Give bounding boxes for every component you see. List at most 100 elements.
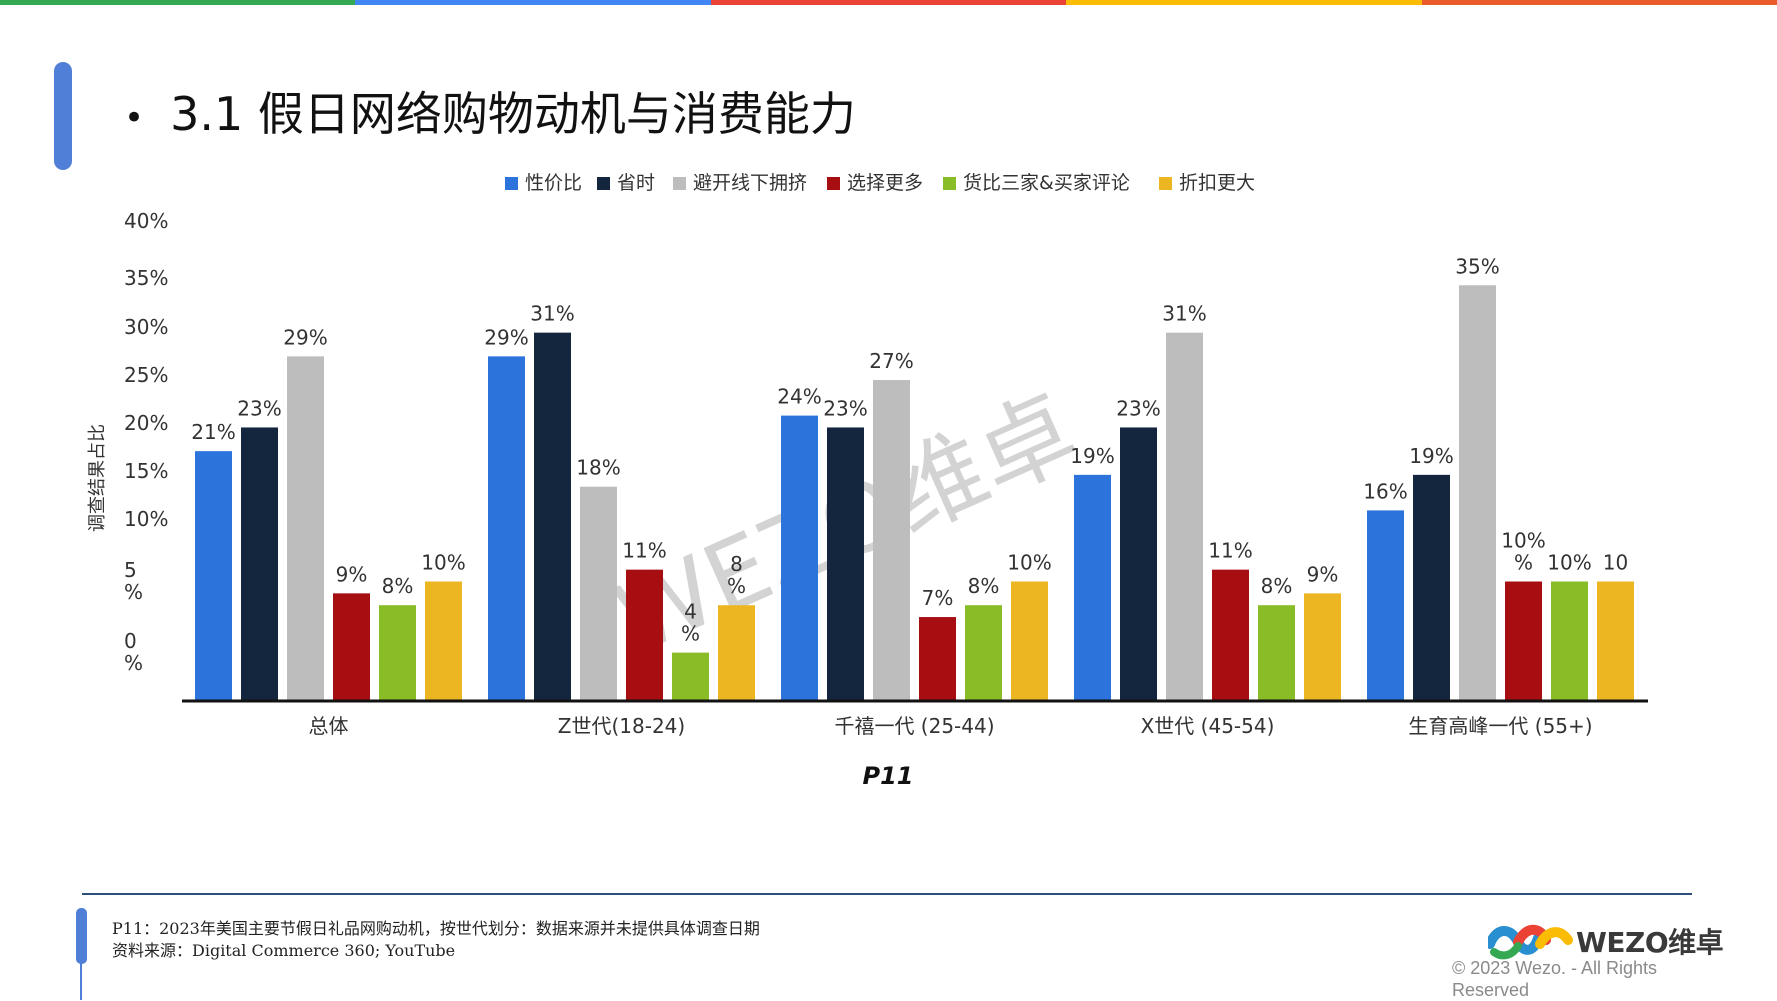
data-label: 8% [1261,574,1293,598]
top-color-bar [0,0,1777,5]
data-label: 23% [1116,396,1160,420]
x-category-label: 总体 [309,714,349,738]
title-accent-bar [54,62,72,170]
data-label: 10% [1547,551,1591,575]
chart-footnote: P11：2023年美国主要节假日礼品网购动机，按世代划分：数据来源并未提供具体调… [112,919,760,938]
bar [827,427,864,700]
page-title: • 3.1 假日网络购物动机与消费能力 [124,78,856,144]
bar [1505,581,1542,700]
data-label: 18% [576,456,620,480]
bar [425,581,462,700]
bar [1367,510,1404,700]
bar [488,356,525,700]
data-label: 27% [869,349,913,373]
data-label: 7% [922,586,954,610]
legend-swatch [1159,177,1172,190]
y-tick-label: 0% [124,629,143,675]
bar [1011,581,1048,700]
x-category-label: X世代 (45-54) [1141,714,1275,738]
data-label: 35% [1455,254,1499,278]
data-label: 29% [283,325,327,349]
x-category-label: 生育高峰一代 (55+) [1408,714,1592,738]
bar [718,605,755,700]
legend-label: 省时 [617,172,655,194]
bar [1551,581,1588,700]
bar [1304,593,1341,700]
logo-text: WEZO维卓 [1576,926,1724,959]
data-label: 19% [1070,444,1114,468]
bar [1212,569,1249,700]
bar [1459,285,1496,700]
bar [287,356,324,700]
legend-label: 避开线下拥挤 [693,172,807,194]
data-label: 23% [237,396,281,420]
bar [1166,332,1203,700]
data-label: 8% [968,574,1000,598]
footer-accent-bar [76,908,87,964]
x-axis-label: P11 [863,762,914,790]
y-tick-label: 5% [124,558,143,604]
legend-swatch [505,177,518,190]
y-tick-label: 35% [124,266,168,290]
data-label: 10% [1007,551,1051,575]
data-label: 8% [382,574,414,598]
y-tick-label: 10% [124,507,168,531]
legend-label: 货比三家&买家评论 [963,172,1130,194]
legend-swatch [943,177,956,190]
legend-swatch [827,177,840,190]
y-tick-label: 25% [124,363,168,387]
y-tick-label: 15% [124,459,168,483]
legend-label: 选择更多 [847,172,923,194]
top-bar-segment-orange [1421,0,1777,5]
data-label: 10% [421,551,465,575]
bar [781,415,818,700]
y-tick-label: 40% [124,209,168,233]
bar [1597,581,1634,700]
bar [195,451,232,700]
data-label: 10 [1603,551,1628,575]
x-category-label: 千禧一代 (25-44) [834,714,994,738]
data-label: 4% [681,600,700,646]
data-label: 16% [1363,479,1407,503]
data-label: 31% [530,302,574,326]
bar [873,380,910,700]
data-label: 9% [336,562,368,586]
y-tick-label: 20% [124,411,168,435]
bar [626,569,663,700]
legend-swatch [597,177,610,190]
bar [241,427,278,700]
top-bar-segment-red [710,0,1067,5]
bar [1413,474,1450,700]
legend-label: 折扣更大 [1179,172,1255,194]
wezo-logo-icon [1488,924,1573,960]
bar [965,605,1002,700]
data-label: 19% [1409,444,1453,468]
legend-swatch [673,177,686,190]
data-label: 21% [191,420,235,444]
data-label: 11% [1208,539,1252,563]
x-category-label: Z世代(18-24) [558,714,685,738]
bar [919,617,956,700]
source-note: 资料来源：Digital Commerce 360; YouTube [112,941,456,960]
bar [1120,427,1157,700]
bar [1074,474,1111,700]
top-bar-segment-blue [355,0,711,5]
bar [672,652,709,700]
bar [333,593,370,700]
bar [379,605,416,700]
bar [534,332,571,700]
data-label: 11% [622,539,666,563]
y-tick-label: 30% [124,315,168,339]
data-label: 9% [1307,562,1339,586]
footer-divider [82,893,1692,895]
copyright-text: © 2023 Wezo. - All Rights Reserved [1452,958,1658,1000]
top-bar-segment-green [0,0,356,5]
data-label: 8% [727,552,746,598]
bar [1258,605,1295,700]
data-label: 29% [484,325,528,349]
legend-label: 性价比 [525,172,582,194]
title-bullet: • [124,97,145,138]
bar [580,486,617,700]
data-label: 10%% [1501,529,1545,575]
top-bar-segment-yellow [1066,0,1422,5]
